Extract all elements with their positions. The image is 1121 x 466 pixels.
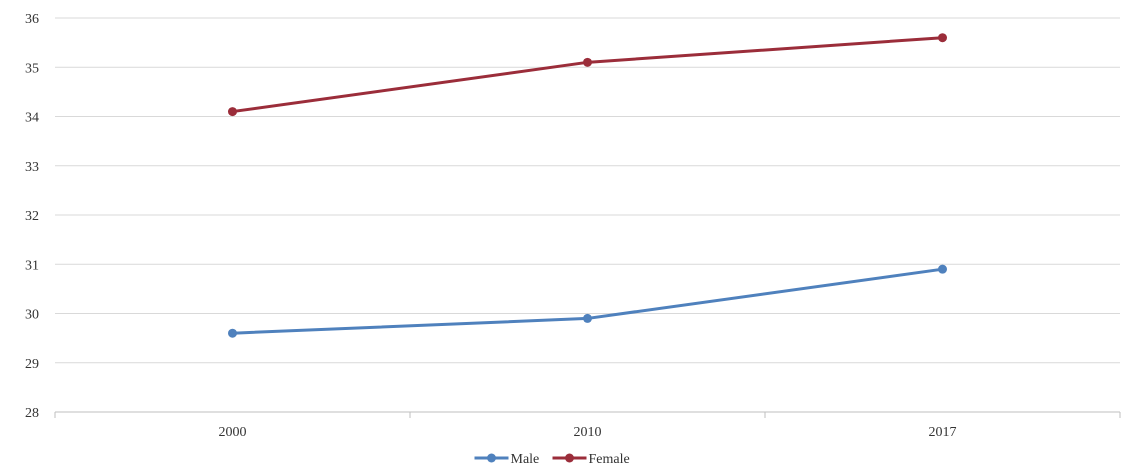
gridlines [55, 17, 1120, 413]
legend-item-male: Male [474, 452, 540, 466]
data-point [583, 57, 592, 67]
data-point [228, 328, 237, 338]
legend-marker [565, 453, 574, 463]
y-tick-label: 32 [25, 209, 39, 224]
x-tick-label: 2010 [574, 425, 602, 440]
series-line [231, 36, 944, 114]
y-tick-label: 30 [25, 308, 39, 323]
data-point [583, 313, 592, 323]
y-tick-label: 36 [25, 12, 39, 27]
series-lines [228, 33, 947, 338]
x-tick-label: 2017 [929, 425, 957, 440]
y-tick-label: 31 [25, 258, 39, 273]
series-male [228, 264, 947, 338]
data-point [228, 107, 237, 117]
legend-label: Female [589, 452, 630, 466]
legend-marker [487, 453, 496, 463]
y-axis: 28 29 30 31 32 33 34 35 36 [25, 12, 39, 421]
x-tick-label: 2000 [219, 425, 247, 440]
legend: Male Female [474, 452, 630, 466]
y-tick-label: 34 [25, 111, 39, 126]
data-point [938, 33, 947, 43]
data-point [938, 264, 947, 274]
y-tick-label: 35 [25, 61, 39, 76]
y-tick-label: 29 [25, 357, 39, 372]
x-axis: 2000 2010 2017 [54, 412, 1121, 440]
series-female [228, 33, 947, 117]
legend-label: Male [511, 452, 540, 466]
y-tick-label: 33 [25, 160, 39, 175]
series-line [231, 267, 944, 335]
legend-item-female: Female [552, 452, 630, 466]
y-tick-label: 28 [25, 406, 39, 421]
